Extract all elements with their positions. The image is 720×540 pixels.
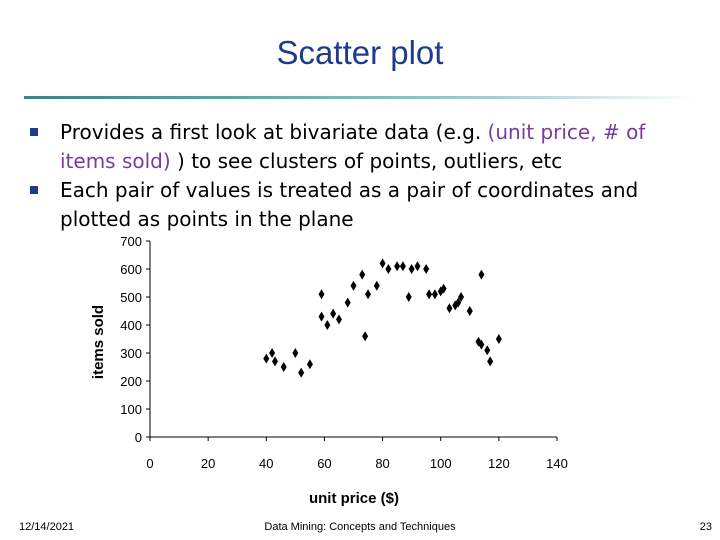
bullet-item: Provides a first look at bivariate data … xyxy=(30,118,690,176)
y-tick-label: 200 xyxy=(120,374,142,389)
data-point xyxy=(359,269,366,280)
data-point xyxy=(466,306,473,316)
data-point xyxy=(365,289,372,300)
bullet-text-end: ) to see clusters of points, outliers, e… xyxy=(170,149,563,173)
data-point xyxy=(280,362,287,372)
data-point xyxy=(350,280,357,291)
data-point xyxy=(298,367,305,378)
y-tick-label: 100 xyxy=(120,402,142,417)
chart-points xyxy=(263,258,502,378)
slide-title: Scatter plot xyxy=(276,34,444,71)
data-point xyxy=(440,283,447,294)
y-tick-label: 400 xyxy=(120,318,142,333)
data-point xyxy=(495,334,502,344)
square-bullet-icon xyxy=(30,186,38,194)
bullet-highlight: (unit price, # of items sold) xyxy=(60,120,646,173)
data-point xyxy=(272,356,279,367)
x-tick-label: 140 xyxy=(546,456,568,471)
data-point xyxy=(458,292,465,302)
data-point xyxy=(263,353,270,364)
title-divider xyxy=(24,96,696,99)
data-point xyxy=(478,269,485,280)
data-point xyxy=(455,297,462,308)
data-point xyxy=(344,297,351,308)
data-point xyxy=(414,261,421,272)
data-point xyxy=(446,303,453,314)
data-point xyxy=(373,280,380,291)
data-point xyxy=(318,311,325,322)
bullet-list: Provides a first look at bivariate data … xyxy=(30,118,690,234)
data-point xyxy=(408,264,415,274)
data-point xyxy=(385,264,392,274)
data-point xyxy=(269,348,276,358)
data-point xyxy=(484,345,491,356)
data-point xyxy=(399,261,406,272)
x-tick-label: 40 xyxy=(259,456,273,471)
y-tick-label: 0 xyxy=(135,430,142,445)
data-point xyxy=(335,314,342,325)
data-point xyxy=(426,289,433,300)
data-point xyxy=(324,320,331,330)
x-tick-label: 20 xyxy=(201,456,215,471)
data-point xyxy=(379,258,386,269)
bullet-text: Provides a first look at bivariate data … xyxy=(60,120,488,144)
data-point xyxy=(362,331,369,342)
x-axis-label: unit price ($) xyxy=(309,490,399,507)
data-point xyxy=(330,308,337,319)
y-tick-label: 700 xyxy=(120,234,142,249)
data-point xyxy=(487,356,494,367)
x-tick-label: 0 xyxy=(146,456,153,471)
y-axis-label: items sold xyxy=(90,305,107,379)
chart-ticks: 0 100 200 300 400 500 600 700 0 20 40 60 80 100 120 140 xyxy=(120,234,568,471)
data-point xyxy=(318,289,325,300)
footer-page-number: 23 xyxy=(699,521,712,533)
data-point xyxy=(478,339,485,350)
x-tick-label: 80 xyxy=(375,456,389,471)
x-tick-label: 120 xyxy=(488,456,510,471)
y-tick-label: 300 xyxy=(120,346,142,361)
data-point xyxy=(306,359,313,370)
data-point xyxy=(423,264,430,274)
y-tick-label: 500 xyxy=(120,290,142,305)
data-point xyxy=(394,261,401,272)
chart-axes xyxy=(149,241,557,438)
data-point xyxy=(431,289,438,300)
square-bullet-icon xyxy=(30,128,38,136)
footer-course: Data Mining: Concepts and Techniques xyxy=(264,521,456,533)
x-tick-label: 100 xyxy=(430,456,452,471)
bullet-item: Each pair of values is treated as a pair… xyxy=(30,176,690,234)
data-point xyxy=(405,292,412,302)
bullet-text: Each pair of values is treated as a pair… xyxy=(60,178,639,231)
data-point xyxy=(292,348,299,358)
footer-date: 12/14/2021 xyxy=(19,521,75,533)
x-tick-label: 60 xyxy=(317,456,331,471)
y-tick-label: 600 xyxy=(120,262,142,277)
